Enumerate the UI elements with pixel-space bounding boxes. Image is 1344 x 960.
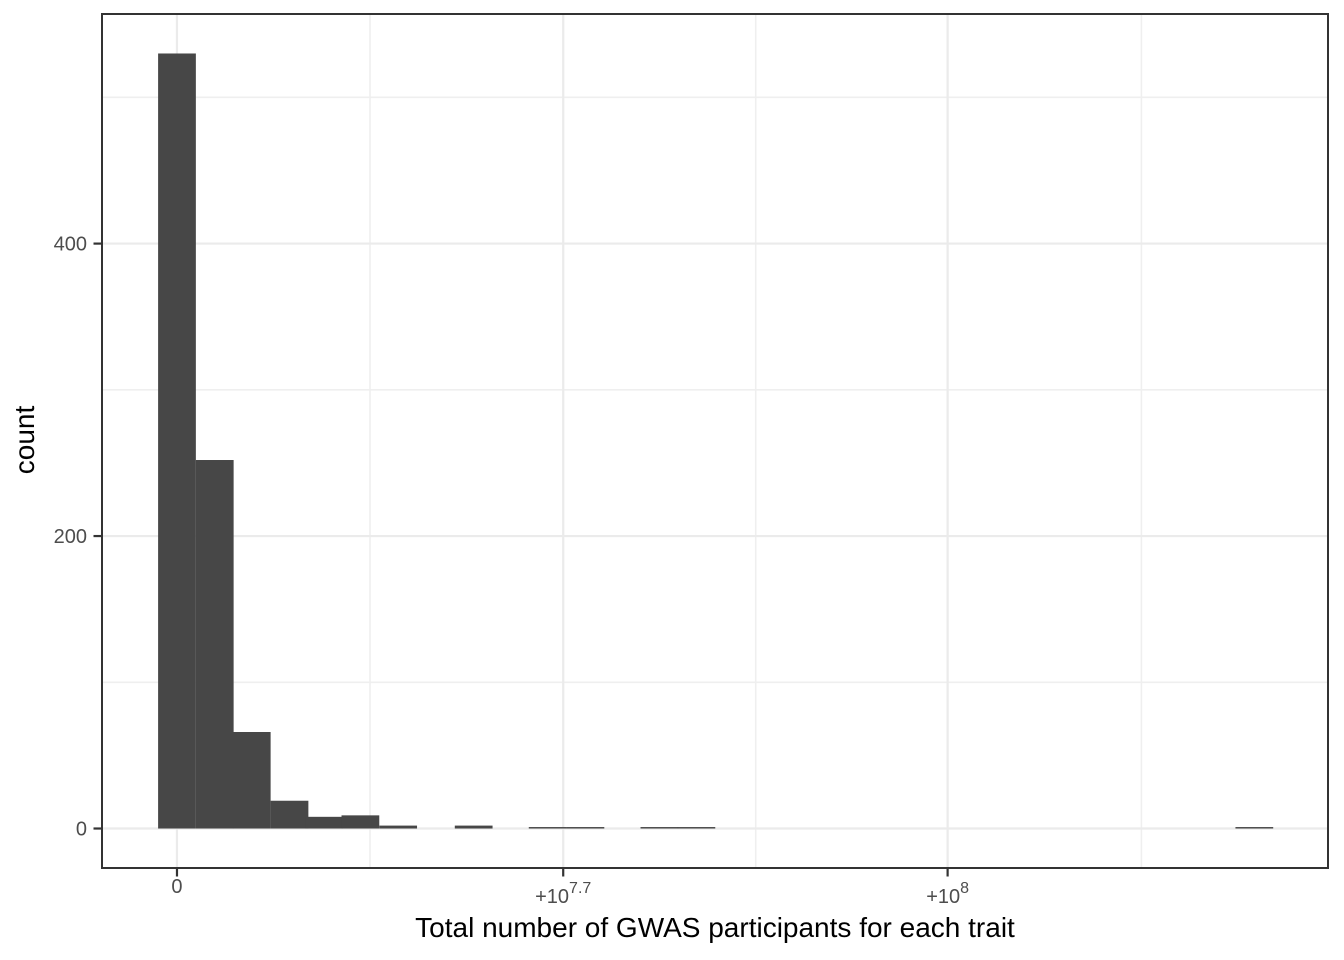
- y-tick-label: 200: [54, 526, 87, 548]
- panel-border: [101, 13, 1329, 869]
- histogram-bar: [566, 827, 605, 829]
- y-axis-title: count: [9, 405, 40, 475]
- x-tick-label: 0: [171, 876, 182, 898]
- histogram-bar: [195, 460, 234, 829]
- histogram-bar: [528, 827, 567, 829]
- histogram-bar: [1235, 827, 1274, 829]
- histogram-bar: [640, 827, 679, 829]
- histogram-bar: [454, 825, 493, 829]
- histogram-bar: [158, 53, 196, 829]
- x-tick-label: +107.7: [535, 880, 591, 908]
- x-tick-label: +108: [926, 880, 969, 908]
- histogram-bar: [677, 827, 716, 829]
- y-tick-label: 0: [76, 819, 87, 841]
- histogram-bar: [379, 825, 418, 829]
- histogram-bar: [341, 815, 380, 829]
- histogram-bar: [305, 816, 344, 829]
- y-tick-label: 400: [54, 234, 87, 256]
- histogram-bar: [232, 732, 271, 829]
- panel-background: [102, 14, 1328, 868]
- histogram-bar: [270, 800, 309, 829]
- x-axis-title: Total number of GWAS participants for ea…: [415, 912, 1015, 943]
